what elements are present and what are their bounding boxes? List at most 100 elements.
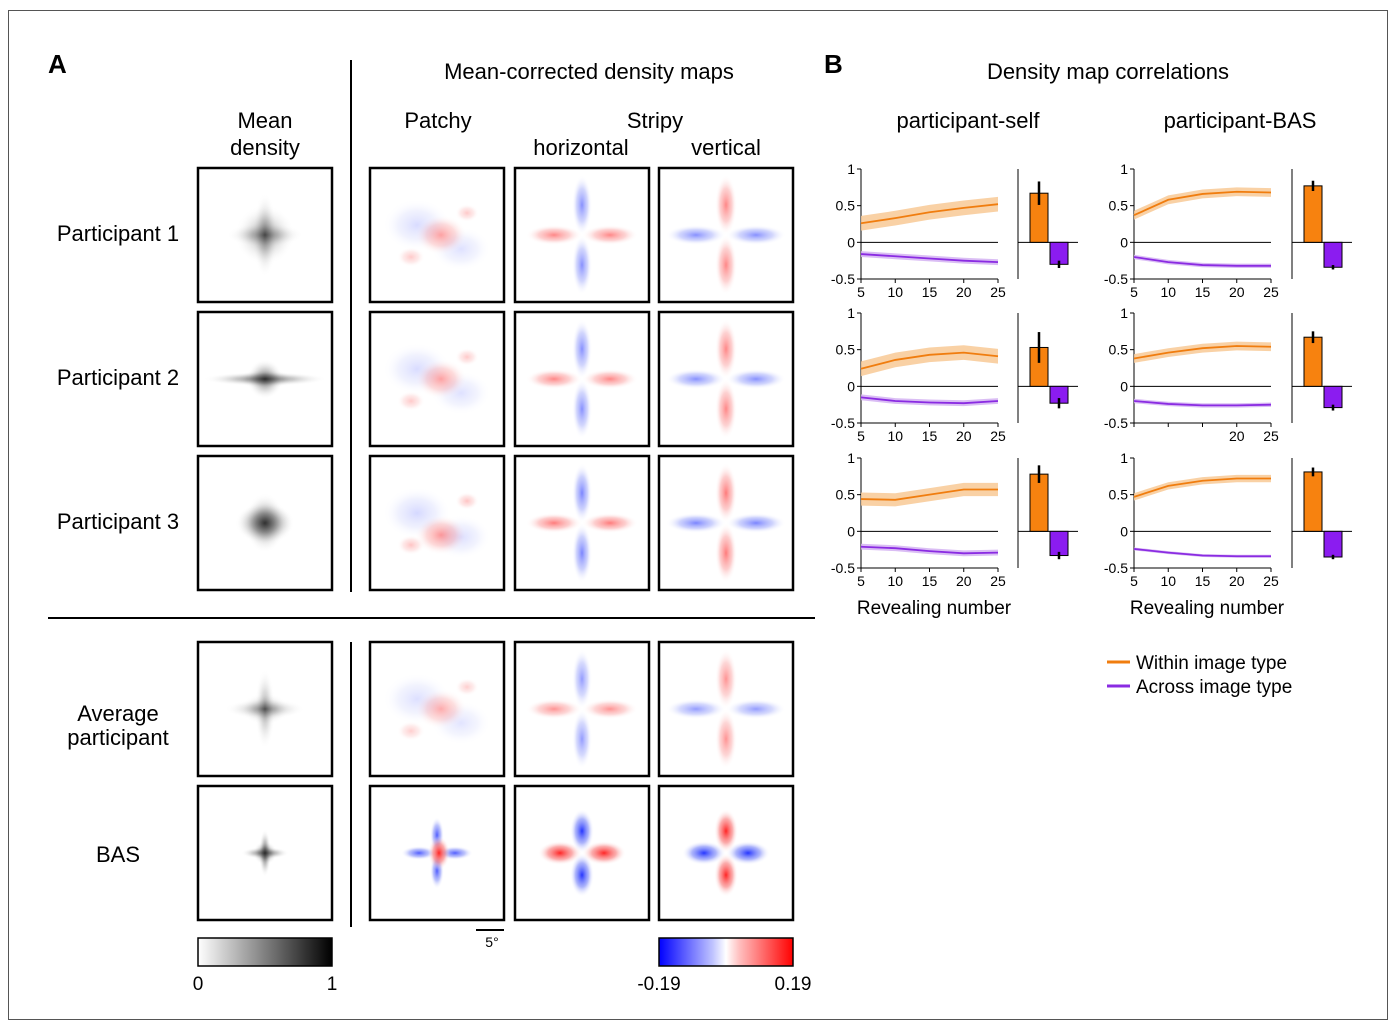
across-band bbox=[1134, 254, 1271, 268]
map-frame bbox=[657, 310, 795, 448]
y-tick-label: 0.5 bbox=[1109, 487, 1129, 503]
across-line bbox=[1133, 400, 1272, 407]
x-tick-label: 25 bbox=[990, 428, 1006, 444]
x-tick-label: 25 bbox=[1263, 428, 1279, 444]
x-tick-label: 10 bbox=[887, 428, 903, 444]
within-line bbox=[860, 351, 999, 370]
map-frame bbox=[513, 310, 651, 448]
y-tick-label: -0.5 bbox=[1104, 560, 1128, 576]
map-blob bbox=[714, 853, 738, 897]
y-tick-label: 0 bbox=[1120, 523, 1128, 539]
density-map-r5-c2 bbox=[368, 784, 506, 922]
map-blob bbox=[714, 809, 738, 853]
bar-across bbox=[1323, 241, 1343, 268]
density-map-r4-c1 bbox=[196, 640, 334, 778]
map-blob bbox=[526, 513, 582, 533]
map-blob bbox=[526, 699, 582, 719]
map-blob bbox=[582, 225, 638, 245]
map-frame bbox=[196, 310, 334, 448]
map-blob bbox=[570, 853, 594, 897]
map-frame bbox=[513, 166, 651, 304]
density-map-r5-c3 bbox=[513, 784, 651, 922]
x-tick-label: 5 bbox=[1130, 284, 1138, 300]
map-blob bbox=[715, 709, 737, 769]
x-tick-label: 10 bbox=[1160, 284, 1176, 300]
map-frame bbox=[513, 784, 651, 922]
map-blob bbox=[526, 369, 582, 389]
across-band bbox=[1134, 547, 1271, 558]
y-tick-label: 0.5 bbox=[836, 198, 856, 214]
y-tick-label: 0.5 bbox=[1109, 342, 1129, 358]
within-band bbox=[1134, 187, 1271, 220]
map-frame bbox=[657, 784, 795, 922]
x-tick-label: 5 bbox=[857, 573, 865, 589]
within-band bbox=[861, 196, 998, 231]
map-frame bbox=[368, 640, 506, 778]
row-participant-1: Participant 1 bbox=[57, 221, 179, 246]
map-frame bbox=[657, 454, 795, 592]
map-blob bbox=[572, 709, 592, 769]
y-tick-label: -0.5 bbox=[831, 415, 855, 431]
y-tick-label: 0 bbox=[1120, 234, 1128, 250]
x-tick-label: 25 bbox=[990, 573, 1006, 589]
x-tick-label: 5 bbox=[857, 284, 865, 300]
panel-a-letter: A bbox=[48, 49, 67, 79]
map-blob bbox=[415, 515, 467, 555]
map-blob bbox=[235, 205, 295, 265]
y-tick-label: 1 bbox=[1120, 161, 1128, 177]
row-average-line2: participant bbox=[67, 725, 169, 750]
across-line bbox=[860, 253, 999, 264]
x-tick-label: 15 bbox=[922, 284, 938, 300]
within-band bbox=[1134, 341, 1271, 363]
y-tick-label: 1 bbox=[847, 450, 855, 466]
density-map-r2-c3 bbox=[513, 310, 651, 448]
density-map-r3-c4 bbox=[657, 454, 795, 592]
chart-participant-BAS-row1: 1 0.5 0 -0.55 10 15 20 25 bbox=[1104, 161, 1352, 300]
map-frame bbox=[368, 784, 506, 922]
map-frame bbox=[368, 166, 506, 304]
map-blob bbox=[582, 699, 638, 719]
y-tick-label: 0 bbox=[1120, 378, 1128, 394]
colorbar-gray bbox=[197, 937, 333, 967]
map-blob bbox=[726, 225, 786, 245]
row-participant-3: Participant 3 bbox=[57, 509, 179, 534]
x-tick-label: 20 bbox=[1229, 573, 1245, 589]
x-tick-label: 20 bbox=[1229, 428, 1245, 444]
map-blob bbox=[572, 319, 592, 379]
within-band bbox=[1134, 474, 1271, 501]
map-frame bbox=[368, 310, 506, 448]
map-blob bbox=[397, 391, 425, 411]
map-blob bbox=[570, 809, 594, 853]
col-participant-bas: participant-BAS bbox=[1164, 108, 1317, 133]
chart-participant-self-row2: 1 0.5 0 -0.55 10 15 20 25 bbox=[831, 305, 1078, 444]
col-patchy: Patchy bbox=[404, 108, 471, 133]
density-map-r1-c2 bbox=[368, 166, 506, 304]
y-tick-label: 0.5 bbox=[836, 342, 856, 358]
x-tick-label: 10 bbox=[887, 284, 903, 300]
colorbar-diverging-max: 0.19 bbox=[775, 974, 812, 995]
map-blob bbox=[715, 523, 737, 583]
col-mean-line1: Mean bbox=[237, 108, 292, 133]
bar-across bbox=[1323, 385, 1343, 409]
y-tick-label: -0.5 bbox=[1104, 415, 1128, 431]
bar-within bbox=[1303, 336, 1323, 387]
row-participant-2: Participant 2 bbox=[57, 365, 179, 390]
density-map-r4-c4 bbox=[657, 640, 795, 778]
map-blob bbox=[582, 841, 626, 865]
map-frame bbox=[513, 454, 651, 592]
map-blob bbox=[715, 175, 737, 235]
y-tick-label: -0.5 bbox=[831, 271, 855, 287]
map-blob bbox=[572, 463, 592, 523]
mean-corrected-title: Mean-corrected density maps bbox=[444, 59, 734, 84]
map-blob bbox=[572, 235, 592, 295]
map-frame bbox=[196, 640, 334, 778]
map-blob bbox=[666, 699, 726, 719]
map-blob bbox=[401, 846, 437, 860]
density-map-r5-c4 bbox=[657, 784, 795, 922]
col-participant-self: participant-self bbox=[896, 108, 1040, 133]
map-blob bbox=[572, 649, 592, 709]
panel-b-letter: B bbox=[824, 49, 843, 79]
legend-within-label: Within image type bbox=[1136, 653, 1287, 674]
across-line bbox=[1133, 256, 1271, 267]
y-tick-label: -0.5 bbox=[831, 560, 855, 576]
